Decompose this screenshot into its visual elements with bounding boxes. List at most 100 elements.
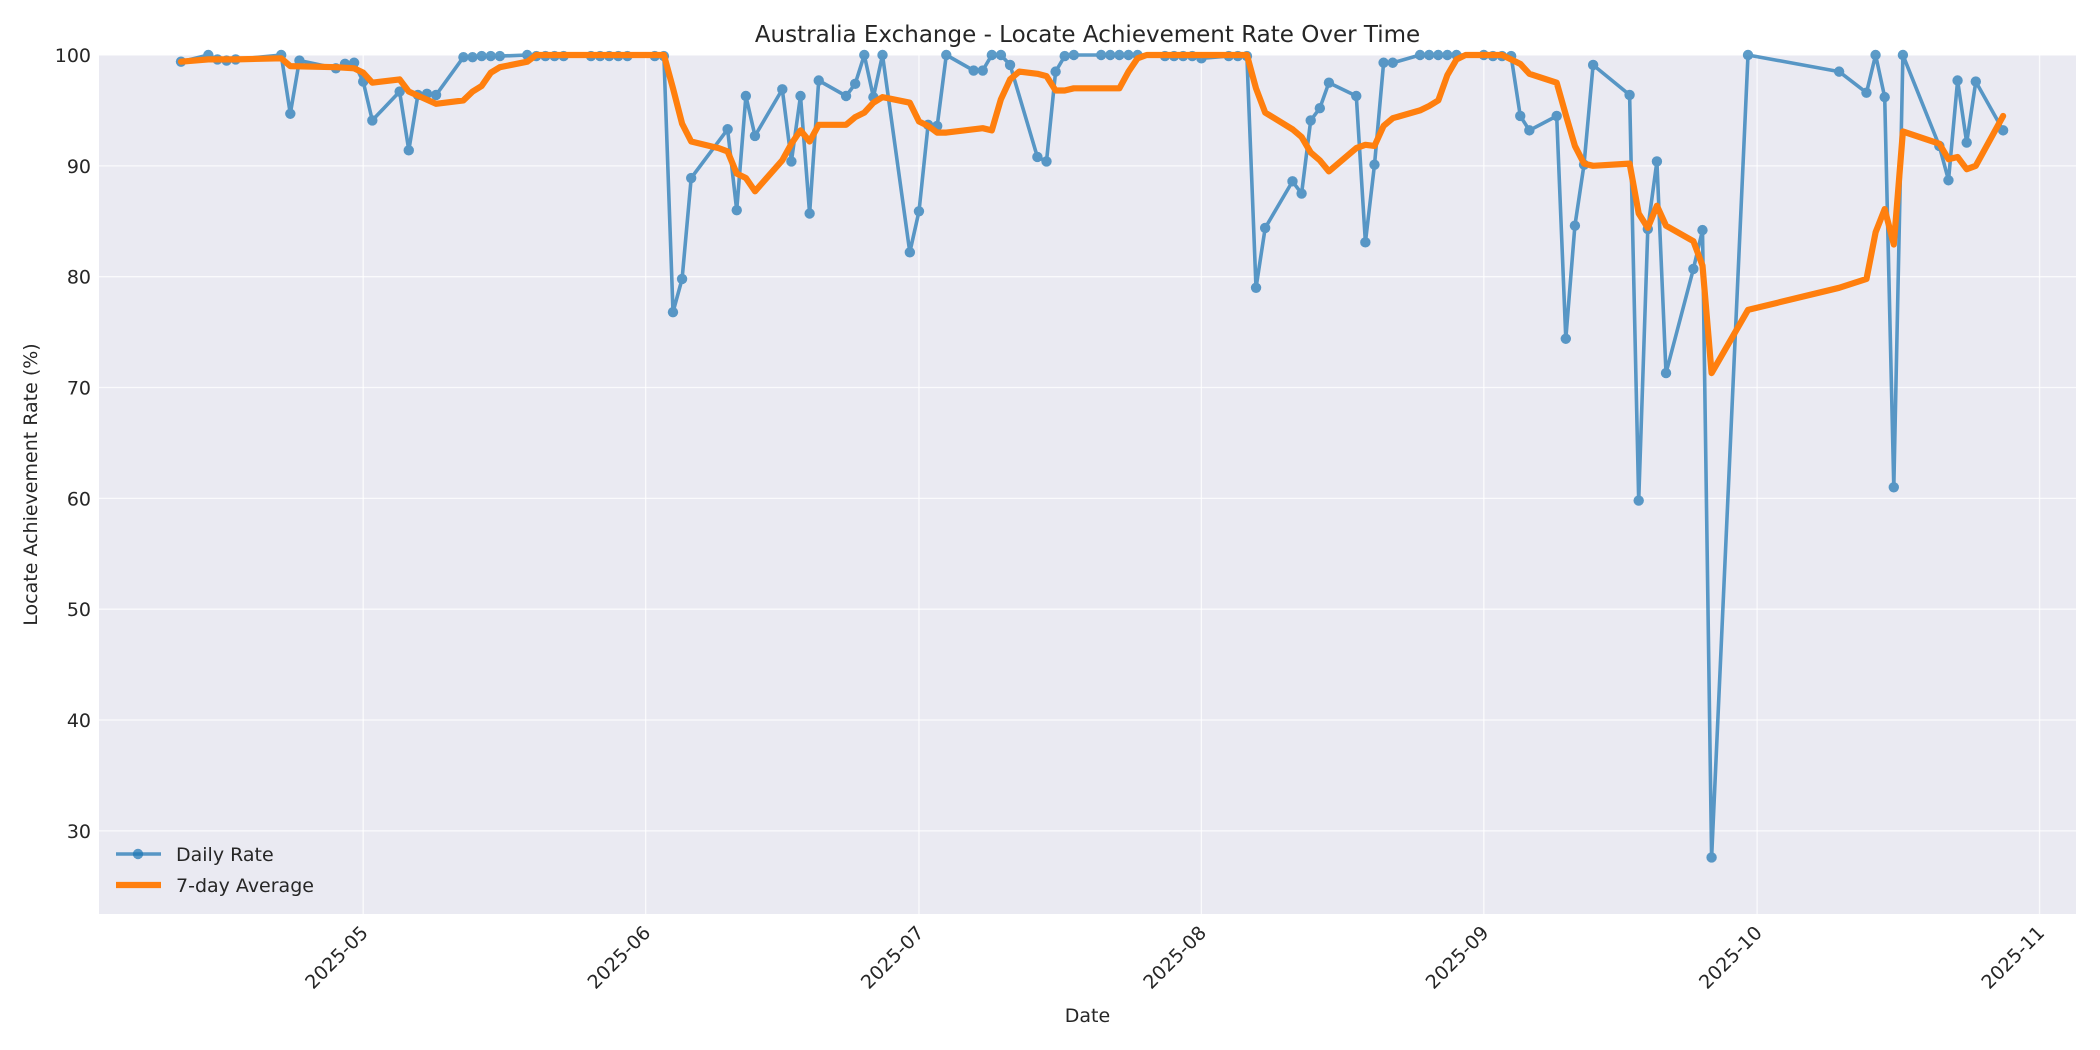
data-point xyxy=(1706,852,1717,863)
data-point xyxy=(1660,367,1672,379)
data-point xyxy=(1997,125,2009,136)
y-tick-label: 90 xyxy=(67,156,91,178)
data-point xyxy=(1123,49,1134,61)
data-point xyxy=(1624,89,1635,101)
data-point xyxy=(1560,333,1572,344)
data-point xyxy=(430,89,442,101)
data-point xyxy=(1369,159,1380,170)
plot-area xyxy=(99,55,2076,914)
data-point xyxy=(786,156,797,167)
y-tick-label: 80 xyxy=(67,267,91,289)
svg-text:Daily Rate: Daily Rate xyxy=(176,844,274,866)
data-point xyxy=(1651,156,1663,167)
data-point xyxy=(1861,87,1872,98)
data-point xyxy=(977,65,988,76)
data-point xyxy=(1114,49,1125,61)
y-tick-label: 50 xyxy=(67,599,91,621)
data-point xyxy=(840,90,852,102)
data-point xyxy=(986,49,998,61)
data-point xyxy=(859,49,870,61)
data-point xyxy=(1515,110,1526,122)
data-point xyxy=(877,49,888,61)
data-point xyxy=(367,115,378,126)
data-point xyxy=(676,273,688,285)
data-point xyxy=(1287,176,1298,187)
data-point xyxy=(1351,90,1362,102)
data-point xyxy=(667,306,679,318)
data-point xyxy=(1870,49,1881,61)
data-point xyxy=(1897,49,1909,61)
data-point xyxy=(485,50,496,62)
data-point xyxy=(1259,222,1271,234)
data-point xyxy=(1305,115,1316,126)
data-point xyxy=(1442,49,1453,61)
data-point xyxy=(1004,59,1016,71)
data-point xyxy=(1952,75,1963,86)
data-point xyxy=(1688,263,1699,275)
data-point xyxy=(1524,125,1535,136)
data-point xyxy=(1879,91,1890,103)
data-point xyxy=(1068,49,1080,61)
data-point xyxy=(1050,66,1061,77)
data-point xyxy=(804,208,815,219)
y-tick-label: 40 xyxy=(67,710,91,732)
data-point xyxy=(1697,224,1708,236)
data-point xyxy=(1414,49,1426,61)
data-point xyxy=(1378,57,1389,68)
x-axis-label: Date xyxy=(1065,1005,1110,1027)
data-point xyxy=(1314,103,1326,114)
data-point xyxy=(403,145,414,156)
data-point xyxy=(731,204,742,216)
y-tick-label: 70 xyxy=(67,378,91,400)
data-point xyxy=(749,130,761,142)
data-point xyxy=(1250,282,1262,293)
data-point xyxy=(1587,59,1599,71)
data-point xyxy=(394,86,405,97)
data-point xyxy=(941,49,952,61)
data-point xyxy=(1387,57,1398,68)
legend-item-7-day-average: 7-day Average xyxy=(116,875,314,897)
data-point xyxy=(795,90,806,102)
data-point xyxy=(685,172,697,184)
data-point xyxy=(1423,49,1435,61)
data-point xyxy=(777,84,788,95)
data-point xyxy=(1433,49,1444,61)
data-point xyxy=(1296,188,1307,199)
data-point xyxy=(1095,49,1107,61)
y-axis-ticks: 30 40 50 60 70 80 90 100 xyxy=(55,45,91,843)
data-point xyxy=(1943,175,1954,186)
series-layer xyxy=(175,49,2009,863)
svg-text:7-day Average: 7-day Average xyxy=(176,875,314,897)
data-point xyxy=(995,49,1007,61)
data-point xyxy=(1742,49,1754,61)
data-point xyxy=(904,247,916,258)
data-point xyxy=(1569,220,1581,231)
data-point xyxy=(294,55,305,66)
gridlines xyxy=(99,54,2076,914)
data-point xyxy=(722,124,733,135)
data-point xyxy=(467,52,478,63)
data-point xyxy=(1360,237,1371,248)
data-point xyxy=(1105,49,1116,61)
data-point xyxy=(476,50,487,62)
data-point xyxy=(1059,50,1070,62)
data-point xyxy=(1633,495,1644,506)
data-point xyxy=(813,75,824,86)
y-tick-label: 30 xyxy=(67,821,91,843)
data-point xyxy=(1551,110,1562,122)
data-point xyxy=(1961,137,1972,148)
chart-title: Australia Exchange - Locate Achievement … xyxy=(755,22,1420,48)
data-point xyxy=(849,78,861,90)
data-point xyxy=(968,65,979,76)
data-point xyxy=(285,108,296,119)
y-tick-label: 100 xyxy=(55,45,91,67)
y-tick-label: 60 xyxy=(67,488,91,510)
legend-item-daily-rate: Daily Rate xyxy=(116,844,274,866)
data-point xyxy=(740,90,752,102)
data-point xyxy=(1032,151,1043,163)
data-point xyxy=(1041,156,1052,167)
data-point xyxy=(913,206,925,217)
y-axis-label: Locate Achievement Rate (%) xyxy=(20,343,42,625)
